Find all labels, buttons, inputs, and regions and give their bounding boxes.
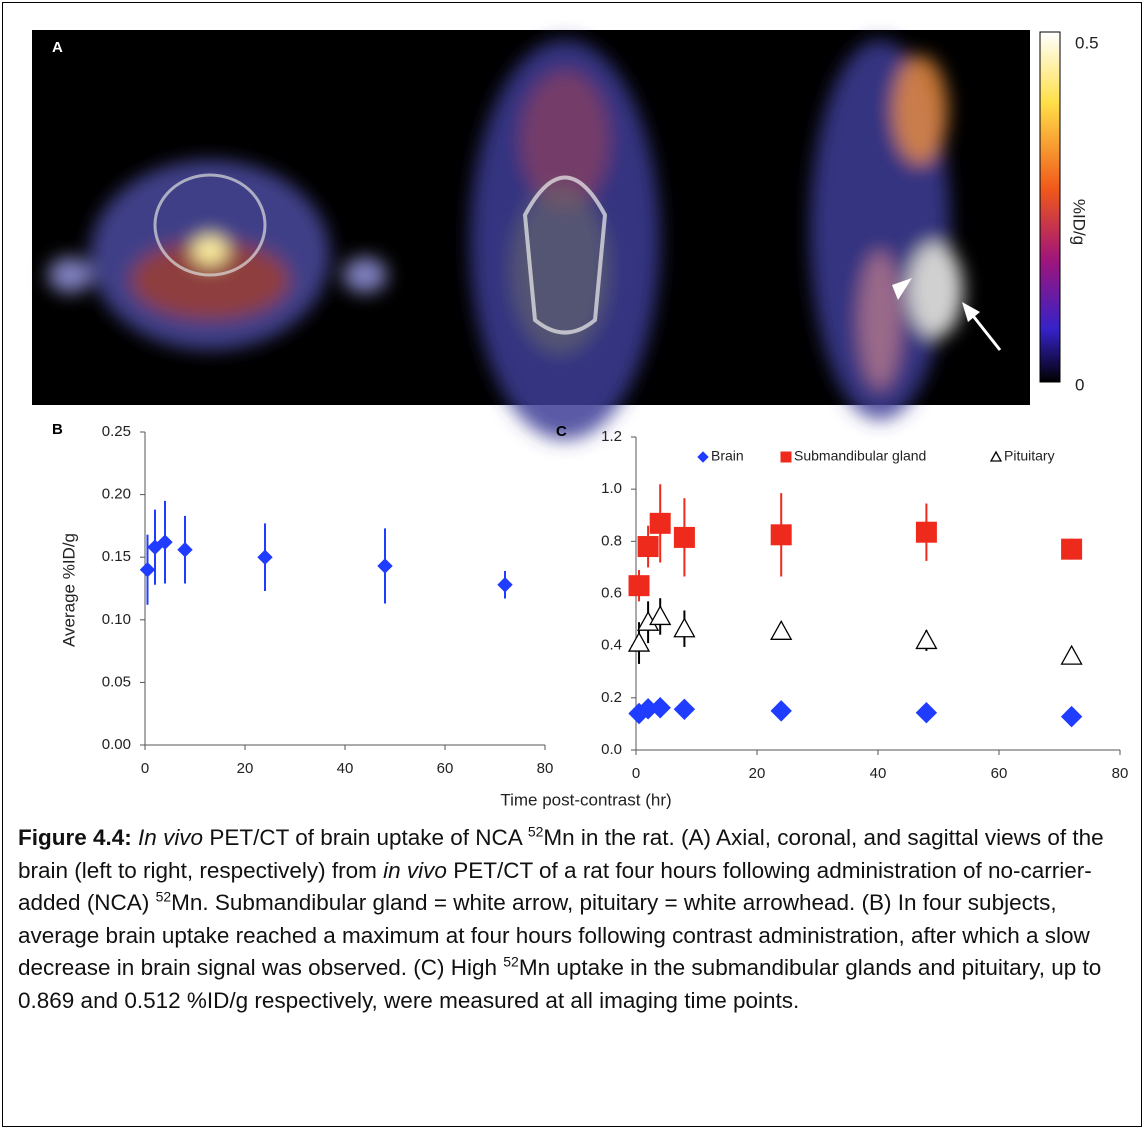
caption-label: Figure 4.4: (18, 825, 132, 850)
y-axis-title: Average %ID/g (59, 533, 78, 647)
x-tick-label: 40 (337, 760, 354, 777)
x-axis-title: Time post-contrast (hr) (500, 790, 671, 809)
x-tick-label: 60 (437, 760, 454, 777)
x-tick-label: 20 (749, 765, 766, 782)
legend-label: Submandibular gland (794, 448, 926, 464)
x-tick-label: 0 (632, 765, 640, 782)
x-tick-label: 20 (237, 760, 254, 777)
x-tick-label: 0 (141, 760, 149, 777)
colorbar-unit: %ID/g (1070, 199, 1089, 245)
colorbar (1039, 31, 1061, 383)
y-tick-label: 0.00 (102, 736, 131, 753)
y-tick-label: 0.05 (102, 673, 131, 690)
caption-text: PET/CT of a rat four hours following adm… (18, 857, 1092, 916)
marker (497, 577, 513, 593)
marker (377, 558, 393, 574)
x-tick-label: 80 (537, 760, 554, 777)
marker (627, 631, 651, 652)
marker (780, 451, 792, 463)
marker (673, 617, 696, 638)
caption-text: Mn in the rat. (A) Axial, coronal, and s… (18, 825, 1104, 883)
legend-label: Pituitary (1004, 448, 1055, 464)
marker (770, 700, 792, 722)
marker (257, 549, 273, 565)
y-tick-label: 0.10 (102, 611, 131, 628)
marker (915, 701, 938, 724)
marker (649, 512, 671, 534)
caption-text: 52 (527, 823, 544, 840)
marker (770, 524, 792, 546)
marker (637, 536, 659, 558)
marker (1060, 644, 1083, 665)
panel-label: A (52, 39, 63, 56)
marker (770, 619, 793, 640)
caption-text: Mn. Submandibular gland = white arrow, p… (18, 890, 1090, 981)
caption: Figure 4.4: In vivo PET/CT of brain upta… (18, 822, 1133, 1018)
colorbar-min: 0 (1075, 375, 1084, 394)
marker (989, 450, 1003, 462)
marker (147, 539, 163, 555)
x-tick-label: 60 (991, 765, 1008, 782)
y-tick-label: 0.0 (601, 741, 622, 758)
y-tick-label: 0.25 (102, 423, 131, 440)
marker (673, 698, 696, 721)
marker (177, 541, 193, 558)
caption-text: PET/CT of brain uptake of NCA (209, 825, 522, 850)
panel-label: B (52, 421, 63, 438)
panel-label: C (556, 423, 567, 440)
caption-text: 52 (155, 888, 172, 905)
y-tick-label: 0.8 (601, 532, 622, 549)
marker (1061, 538, 1083, 560)
marker (915, 521, 937, 543)
caption-text: 52 (503, 953, 519, 970)
marker (915, 629, 938, 650)
caption-text: Mn uptake in the submandibular glands an… (18, 955, 1102, 1013)
caption-text: in vivo (383, 857, 447, 883)
marker (697, 451, 709, 463)
x-tick-label: 40 (870, 765, 887, 782)
y-tick-label: 0.4 (601, 637, 622, 654)
caption-text: In vivo (138, 825, 204, 850)
y-tick-label: 0.15 (102, 548, 131, 565)
colorbar-max: 0.5 (1075, 33, 1099, 52)
y-tick-label: 1.2 (601, 428, 622, 445)
y-tick-label: 0.20 (102, 486, 131, 503)
marker (649, 697, 671, 719)
marker (157, 534, 173, 550)
figure: 0.5 0 %ID/g A B C Average %ID/g Time pos… (32, 30, 1129, 809)
marker (673, 526, 695, 548)
marker (1060, 705, 1083, 728)
y-tick-label: 1.0 (601, 480, 622, 497)
y-tick-label: 0.2 (601, 689, 622, 706)
pet-ct-image (32, 30, 1030, 440)
marker (139, 562, 156, 578)
legend-label: Brain (711, 448, 744, 464)
y-tick-label: 0.6 (601, 584, 622, 601)
marker (628, 575, 650, 597)
x-tick-label: 80 (1112, 765, 1129, 782)
marker (649, 605, 672, 626)
